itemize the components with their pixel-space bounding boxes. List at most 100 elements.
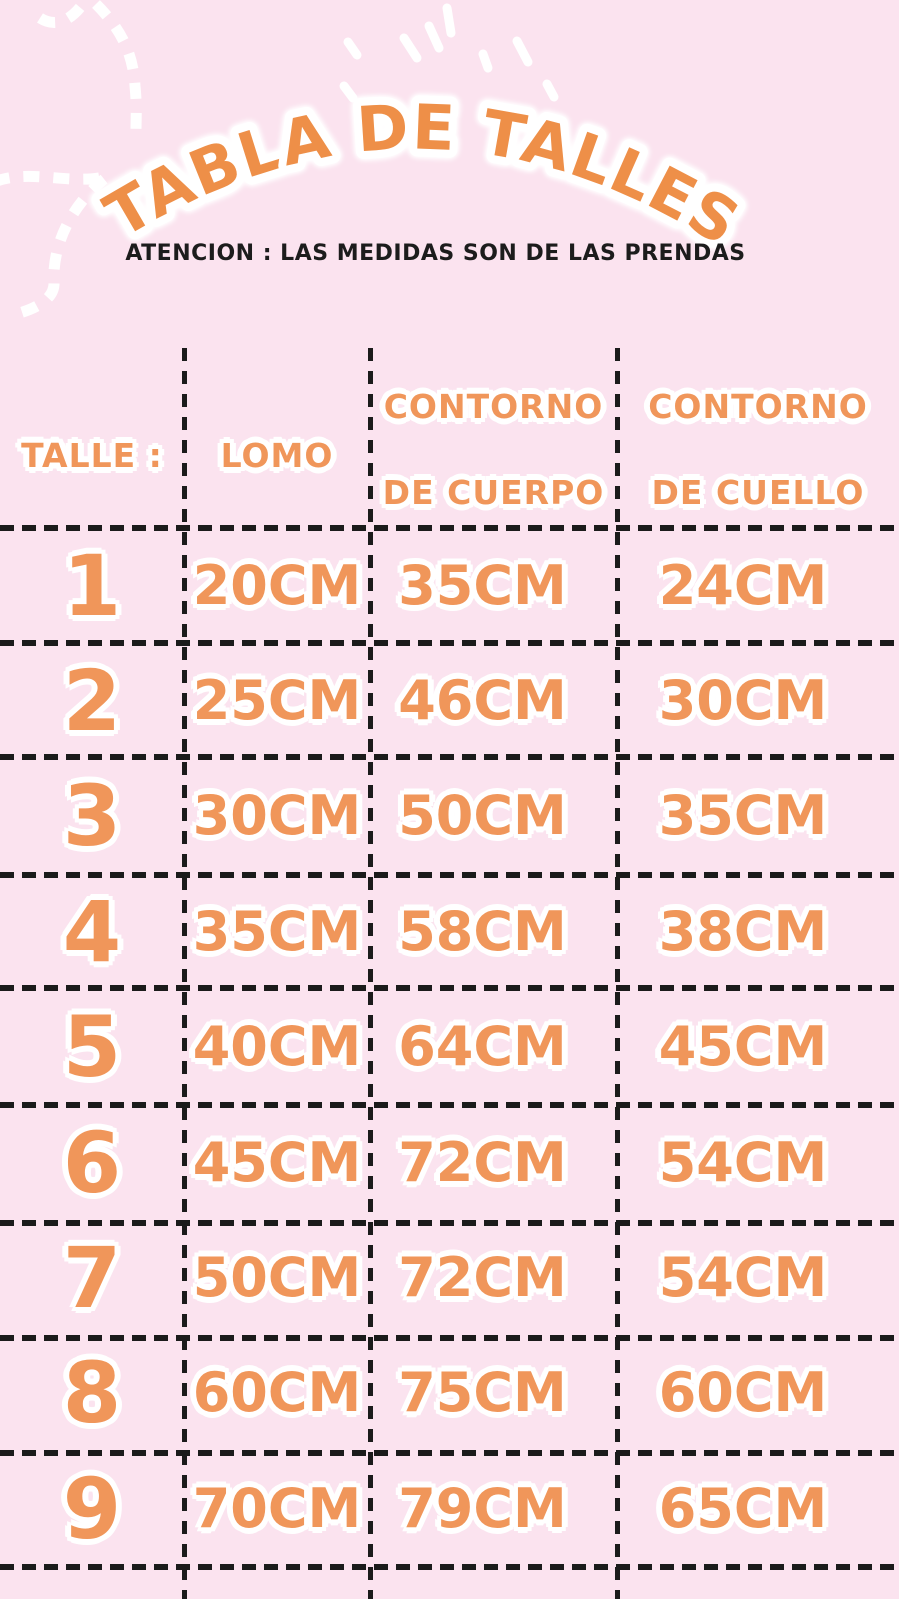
cell-talle: 9: [0, 1451, 184, 1566]
cell-talle: 3: [0, 759, 184, 874]
table-grid-line-horizontal: [0, 985, 899, 991]
cuello-value: 24CM: [658, 553, 828, 617]
lomo-value: 50CM: [192, 1246, 362, 1310]
attention-note: ATENCION : LAS MEDIDAS SON DE LAS PRENDA…: [125, 241, 746, 266]
table-grid-line-horizontal: [0, 640, 899, 646]
cuerpo-value: 50CM: [398, 784, 567, 848]
column-header-label: LOMO: [220, 436, 334, 475]
svg-text:TABLA DE TALLES: TABLA DE TALLES: [93, 90, 753, 260]
cell-lomo: 30CM: [184, 759, 370, 874]
table-grid-line-horizontal: [0, 1335, 899, 1341]
column-header-label: DE CUELLO: [651, 473, 865, 512]
lomo-value: 20CM: [192, 553, 362, 617]
table-grid-line-vertical: [615, 348, 620, 1599]
cell-contorno-cuerpo: 58CM: [370, 874, 617, 989]
cell-contorno-cuello: 45CM: [617, 990, 899, 1105]
size-value: 5: [62, 998, 122, 1097]
column-header-talle: TALLE :: [0, 348, 184, 528]
cell-talle: 8: [0, 1336, 184, 1451]
column-header-contorno-cuello: CONTORNO DE CUELLO: [617, 348, 899, 528]
cell-lomo: 20CM: [184, 528, 370, 643]
table-grid-line-horizontal: [0, 1564, 899, 1570]
cuerpo-value: 35CM: [398, 553, 567, 617]
cell-contorno-cuerpo: 72CM: [370, 1220, 617, 1335]
lomo-value: 25CM: [192, 669, 362, 733]
cell-contorno-cuerpo: 50CM: [370, 759, 617, 874]
size-value: 3: [62, 767, 122, 866]
cuerpo-value: 58CM: [398, 899, 567, 963]
cuello-value: 35CM: [658, 784, 828, 848]
cell-talle: 7: [0, 1220, 184, 1335]
table-grid-line-vertical: [368, 348, 373, 1599]
cell-talle: 2: [0, 643, 184, 758]
cell-contorno-cuerpo: 75CM: [370, 1336, 617, 1451]
lomo-value: 70CM: [192, 1476, 362, 1540]
cell-contorno-cuerpo: 35CM: [370, 528, 617, 643]
cuerpo-value: 75CM: [398, 1361, 567, 1425]
cell-lomo: 40CM: [184, 990, 370, 1105]
size-value: 9: [62, 1459, 122, 1558]
cell-contorno-cuello: 24CM: [617, 528, 899, 643]
cuello-value: 54CM: [658, 1246, 828, 1310]
cuerpo-value: 46CM: [398, 669, 567, 733]
cell-lomo: 25CM: [184, 643, 370, 758]
cuerpo-value: 79CM: [398, 1476, 567, 1540]
cell-talle: 5: [0, 990, 184, 1105]
table-grid-line-horizontal: [0, 525, 899, 531]
cell-contorno-cuello: 35CM: [617, 759, 899, 874]
size-value: 7: [62, 1229, 122, 1328]
column-header-label: TALLE :: [21, 436, 163, 475]
cell-contorno-cuerpo: 46CM: [370, 643, 617, 758]
page-title: TABLA DE TALLES: [85, 82, 759, 268]
cell-lomo: 35CM: [184, 874, 370, 989]
cuello-value: 65CM: [658, 1476, 828, 1540]
cuerpo-value: 72CM: [398, 1246, 567, 1310]
lomo-value: 45CM: [192, 1130, 362, 1194]
column-header-label: DE CUERPO: [382, 473, 605, 512]
cuello-value: 38CM: [658, 899, 828, 963]
cell-contorno-cuello: 54CM: [617, 1105, 899, 1220]
lomo-value: 40CM: [192, 1015, 362, 1079]
cell-talle: 6: [0, 1105, 184, 1220]
column-header-label: CONTORNO: [383, 387, 604, 426]
lomo-value: 60CM: [192, 1361, 362, 1425]
title-arc: TABLA DE TALLES: [85, 82, 759, 268]
cuerpo-value: 64CM: [398, 1015, 567, 1079]
cell-contorno-cuerpo: 79CM: [370, 1451, 617, 1566]
table-grid-line-horizontal: [0, 754, 899, 760]
cell-lomo: 50CM: [184, 1220, 370, 1335]
cell-lomo: 70CM: [184, 1451, 370, 1566]
size-value: 2: [62, 652, 122, 751]
table-grid-line-horizontal: [0, 1220, 899, 1226]
cell-talle: 4: [0, 874, 184, 989]
cell-lomo: 60CM: [184, 1336, 370, 1451]
cell-contorno-cuerpo: 64CM: [370, 990, 617, 1105]
size-value: 1: [62, 536, 122, 635]
cell-contorno-cuello: 60CM: [617, 1336, 899, 1451]
table-grid-line-horizontal: [0, 872, 899, 878]
size-table: TALLE : LOMO CONTORNO DE CUERPO CONTORNO…: [0, 348, 899, 1599]
lomo-value: 30CM: [192, 784, 362, 848]
table-grid-line-vertical: [182, 348, 187, 1599]
table-grid-line-horizontal: [0, 1450, 899, 1456]
cuello-value: 54CM: [658, 1130, 828, 1194]
lomo-value: 35CM: [192, 899, 362, 963]
cuello-value: 60CM: [658, 1361, 828, 1425]
cell-contorno-cuello: 30CM: [617, 643, 899, 758]
table-grid-line-horizontal: [0, 1102, 899, 1108]
cell-contorno-cuello: 65CM: [617, 1451, 899, 1566]
column-header-contorno-cuerpo: CONTORNO DE CUERPO: [370, 348, 617, 528]
cuello-value: 30CM: [658, 669, 828, 733]
cuello-value: 45CM: [658, 1015, 828, 1079]
column-header-label: CONTORNO: [648, 387, 868, 426]
size-value: 8: [62, 1344, 122, 1443]
cell-talle: 1: [0, 528, 184, 643]
cell-contorno-cuerpo: 72CM: [370, 1105, 617, 1220]
size-value: 6: [62, 1113, 122, 1212]
column-header-lomo: LOMO: [184, 348, 370, 528]
cell-lomo: 45CM: [184, 1105, 370, 1220]
cuerpo-value: 72CM: [398, 1130, 567, 1194]
cell-contorno-cuello: 38CM: [617, 874, 899, 989]
size-value: 4: [62, 882, 122, 981]
